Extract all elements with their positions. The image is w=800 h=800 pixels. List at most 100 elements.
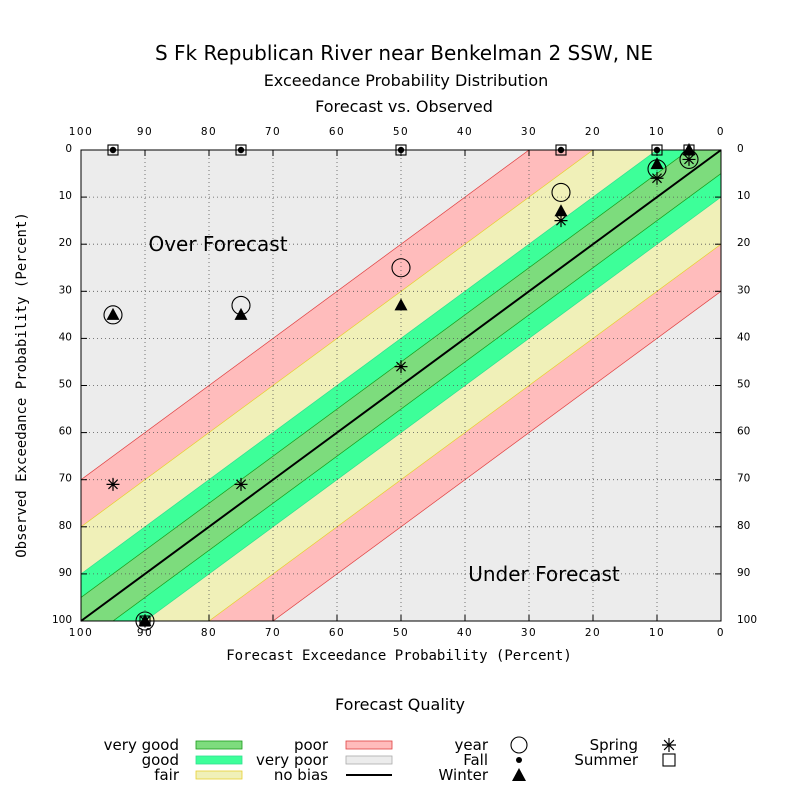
x-tick-label-top: 10 [649, 126, 665, 138]
legend-label-fair: fair [154, 766, 180, 784]
x-tick-label-bottom: 30 [521, 627, 537, 639]
point-spring [394, 360, 408, 374]
point-winter [650, 157, 664, 170]
x-tick-label-top: 70 [265, 126, 281, 138]
y-tick-label-right: 10 [737, 190, 750, 202]
point-winter [234, 307, 248, 320]
point-winter [138, 614, 152, 626]
point-summer [107, 144, 119, 156]
y-tick-label-left: 50 [59, 379, 72, 391]
x-tick-label-top: 40 [457, 126, 473, 138]
legend-label-good: good [142, 751, 179, 769]
point-fall [557, 146, 565, 154]
band-edge-very-good-upper [112, 173, 721, 621]
point-spring [234, 477, 248, 491]
y-tick-label-right: 70 [737, 473, 750, 485]
point-fall [237, 146, 245, 154]
chart-subtitle-1: Exceedance Probability Distribution [264, 71, 549, 90]
no-bias-line [80, 149, 722, 622]
legend-label-year: year [455, 736, 489, 754]
legend-swatch-fair [195, 770, 243, 780]
legend-label-very-poor: very poor [256, 751, 329, 769]
y-tick-label-left: 20 [59, 237, 72, 249]
point-year [551, 182, 571, 202]
x-tick-label-bottom: 50 [393, 627, 409, 639]
chart-title: S Fk Republican River near Benkelman 2 S… [155, 41, 653, 65]
legend-swatch-poor [345, 740, 393, 750]
over-forecast-label: Over Forecast [148, 232, 287, 256]
under-forecast-label: Under Forecast [468, 562, 620, 586]
point-spring [106, 477, 120, 491]
y-tick-label-right: 60 [737, 426, 750, 438]
x-tick-label-bottom: 40 [457, 627, 473, 639]
x-tick-label-bottom: 10 [649, 627, 665, 639]
legend-swatch-very-good [195, 740, 243, 750]
chart-subtitle-2: Forecast vs. Observed [315, 97, 493, 116]
point-summer [555, 144, 567, 156]
y-tick-label-right: 90 [737, 567, 750, 579]
y-tick-label-left: 60 [59, 426, 72, 438]
y-tick-label-left: 10 [59, 190, 72, 202]
point-winter [394, 298, 408, 311]
x-tick-label-bottom: 80 [201, 627, 217, 639]
point-spring [554, 214, 568, 228]
x-tick-label-top: 60 [329, 126, 345, 138]
legend-marker-spring [662, 738, 676, 752]
y-tick-label-left: 100 [52, 614, 72, 626]
legend-label-summer: Summer [574, 751, 638, 769]
point-summer [235, 144, 247, 156]
point-winter [106, 307, 120, 320]
point-spring [682, 152, 696, 166]
legend-swatch-very-poor [345, 755, 393, 765]
y-tick-label-left: 70 [59, 473, 72, 485]
legend-label-spring: Spring [590, 736, 638, 754]
y-tick-label-right: 20 [737, 237, 750, 249]
x-tick-label-top: 90 [137, 126, 153, 138]
x-tick-label-bottom: 60 [329, 627, 345, 639]
legend-label-no-bias: no bias [274, 766, 328, 784]
y-tick-label-right: 40 [737, 331, 750, 343]
point-fall [397, 146, 405, 154]
x-tick-label-top: 80 [201, 126, 217, 138]
y-tick-label-right: 0 [737, 143, 744, 155]
point-summer [651, 144, 663, 156]
y-tick-label-right: 50 [737, 379, 750, 391]
point-summer [395, 144, 407, 156]
legend-marker-fall [516, 757, 522, 763]
x-tick-label-bottom: 20 [585, 627, 601, 639]
grid [81, 150, 721, 621]
legend-label-very-good: very good [104, 736, 179, 754]
y-tick-label-left: 90 [59, 567, 72, 579]
legend-marker-summer [662, 753, 676, 767]
x-tick-label-bottom: 100 [69, 627, 94, 639]
legend-marker-year [510, 736, 528, 754]
legend-swatch-good [195, 755, 243, 765]
y-tick-label-left: 30 [59, 284, 72, 296]
legend-label-winter: Winter [439, 766, 489, 784]
point-spring [650, 171, 664, 185]
y-tick-label-right: 80 [737, 520, 750, 532]
x-tick-label-bottom: 90 [137, 627, 153, 639]
y-tick-label-left: 80 [59, 520, 72, 532]
x-axis-label: Forecast Exceedance Probability (Percent… [226, 648, 572, 664]
legend-label-poor: poor [294, 736, 329, 754]
x-tick-label-top: 50 [393, 126, 409, 138]
x-tick-label-top: 30 [521, 126, 537, 138]
x-tick-label-top: 100 [69, 126, 94, 138]
point-winter [554, 204, 568, 217]
y-tick-label-right: 100 [737, 614, 757, 626]
point-year [103, 305, 123, 325]
x-tick-label-top: 0 [717, 126, 725, 138]
x-tick-label-bottom: 70 [265, 627, 281, 639]
point-fall [109, 146, 117, 154]
point-year [391, 258, 411, 278]
x-tick-label-bottom: 0 [717, 627, 725, 639]
legend-title: Forecast Quality [335, 695, 465, 714]
x-tick-label-top: 20 [585, 126, 601, 138]
y-tick-label-left: 40 [59, 331, 72, 343]
legend-label-fall: Fall [463, 751, 488, 769]
legend-marker-winter [512, 768, 526, 781]
